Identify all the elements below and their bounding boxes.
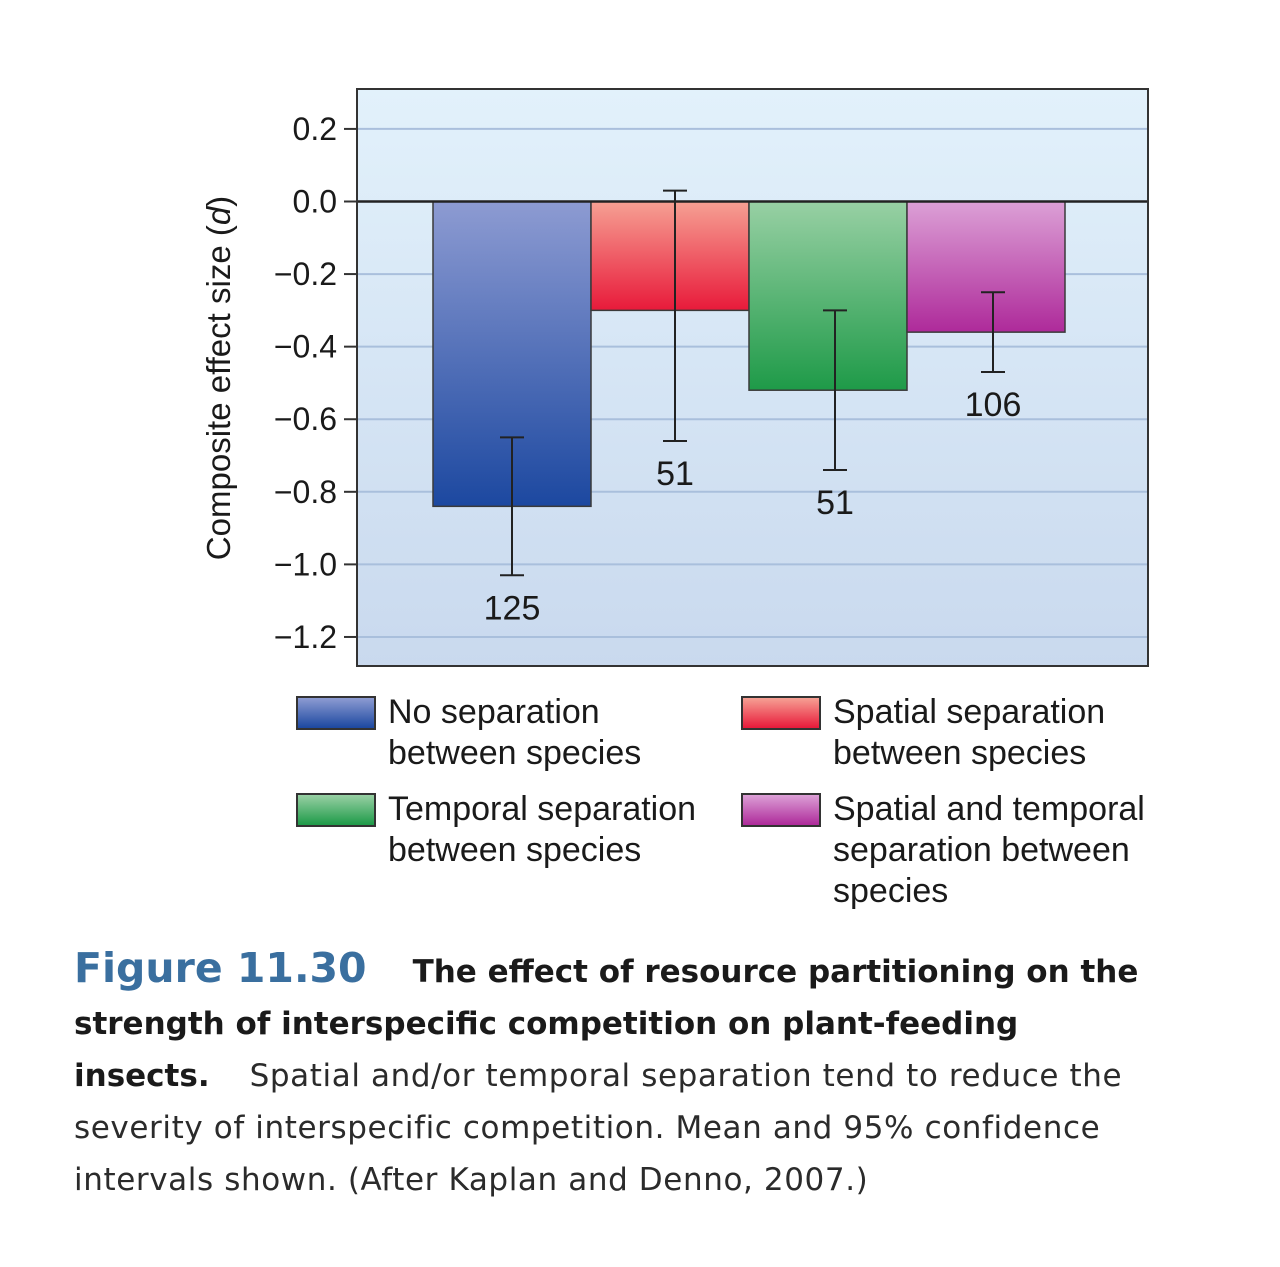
bar — [748, 200, 908, 391]
y-tick-label: −1.0 — [274, 546, 337, 582]
sample-size-label: 51 — [656, 455, 694, 493]
figure-body: Spatial and/or temporal separation tend … — [74, 1058, 1123, 1198]
y-tick-label: −0.8 — [274, 474, 337, 510]
sample-size-label: 106 — [965, 386, 1022, 424]
sample-size-label: 125 — [484, 589, 541, 627]
y-tick-label: 0.0 — [293, 183, 337, 219]
legend: No separation between species Spatial sep… — [296, 692, 1216, 922]
legend-label: Spatial and temporal separation between sp… — [833, 790, 1145, 910]
legend-swatch — [741, 793, 821, 827]
figure-caption: Figure 11.30 The effect of resource parti… — [74, 942, 1234, 1206]
legend-swatch — [296, 793, 376, 827]
sample-size-label: 51 — [816, 484, 854, 522]
figure-number: Figure 11.30 — [74, 944, 367, 992]
legend-label: Spatial separation between species — [833, 693, 1106, 772]
y-tick-label: −0.6 — [274, 401, 337, 437]
y-axis-label: Composite effect size (d) — [200, 196, 237, 560]
legend-swatch — [741, 696, 821, 730]
legend-swatch — [296, 696, 376, 730]
figure-title: The effect of resource partitioning on t… — [74, 954, 1139, 1094]
legend-label: No separation between species — [388, 693, 642, 772]
y-tick-label: 0.2 — [293, 111, 337, 147]
plot-frame — [356, 88, 1149, 667]
legend-label: Temporal separation between species — [388, 790, 697, 869]
y-tick-label: −0.4 — [274, 329, 337, 365]
y-tick-label: −0.2 — [274, 256, 337, 292]
y-tick-label: −1.2 — [274, 619, 337, 655]
bar — [906, 200, 1066, 333]
bar — [590, 200, 750, 312]
chart: 125 51 51 106 0.2 0.0 −0.2 −0.4 −0.6 −0.8 −1.0 −1.… — [200, 88, 1149, 667]
